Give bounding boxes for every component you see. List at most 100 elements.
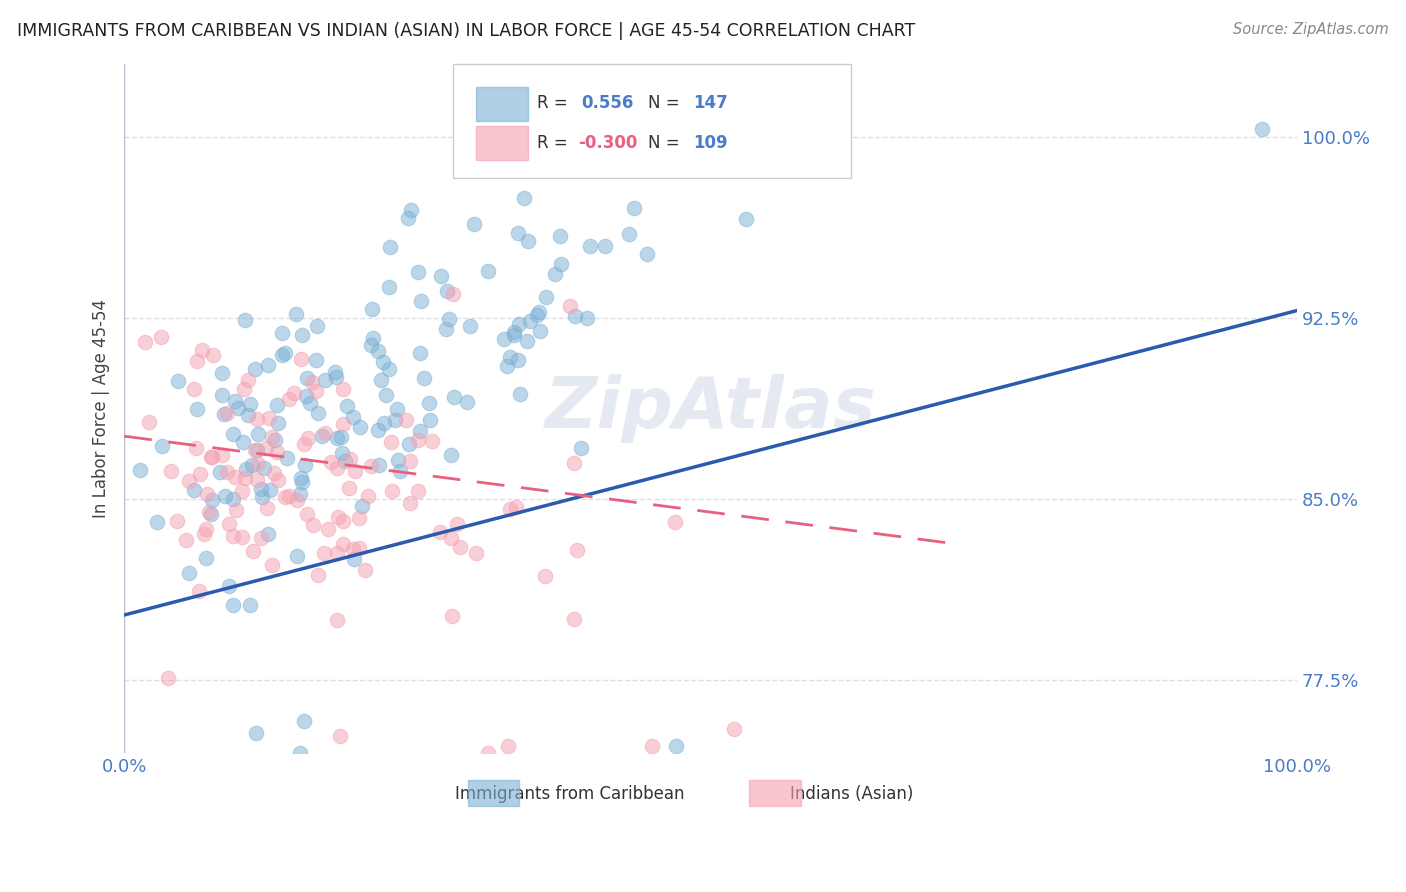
Point — [506, 227, 529, 241]
Point — [544, 267, 567, 281]
Point — [245, 411, 267, 425]
Point — [246, 442, 269, 457]
FancyBboxPatch shape — [468, 780, 519, 805]
Point — [222, 529, 245, 543]
Point — [388, 464, 411, 478]
Point — [246, 427, 269, 442]
Point — [200, 450, 222, 464]
Point — [292, 437, 315, 451]
Point — [437, 311, 460, 326]
Point — [399, 454, 422, 468]
Point — [339, 451, 361, 466]
Point — [217, 406, 239, 420]
Point — [380, 434, 402, 449]
Point — [378, 362, 401, 376]
Point — [332, 537, 354, 551]
Point — [349, 420, 371, 434]
Point — [294, 458, 316, 472]
Point — [222, 426, 245, 441]
Point — [446, 517, 468, 532]
Point — [367, 343, 389, 358]
Point — [290, 471, 312, 485]
Point — [1250, 122, 1272, 136]
Point — [183, 382, 205, 396]
Point — [256, 500, 278, 515]
Point — [434, 322, 457, 336]
Point — [463, 217, 485, 231]
Point — [267, 416, 290, 430]
Text: 147: 147 — [693, 95, 728, 112]
Point — [239, 598, 262, 612]
Point — [441, 286, 464, 301]
Point — [591, 134, 613, 148]
Point — [492, 332, 515, 346]
Point — [723, 722, 745, 736]
Point — [290, 351, 312, 366]
Point — [177, 475, 200, 489]
Point — [329, 729, 352, 743]
Point — [307, 406, 329, 420]
Point — [150, 330, 173, 344]
Point — [201, 492, 224, 507]
Point — [578, 238, 600, 252]
Point — [752, 143, 775, 157]
Point — [572, 118, 595, 132]
Point — [297, 508, 319, 522]
Point — [250, 490, 273, 504]
Point — [239, 397, 262, 411]
Point — [513, 191, 536, 205]
Point — [526, 308, 548, 322]
Point — [664, 515, 686, 529]
Point — [385, 401, 408, 416]
Point — [314, 373, 336, 387]
Point — [360, 301, 382, 316]
Point — [302, 518, 325, 533]
Point — [236, 373, 259, 387]
Point — [266, 398, 288, 412]
Point — [617, 227, 640, 241]
Point — [274, 345, 297, 359]
Point — [665, 739, 688, 753]
Point — [395, 413, 418, 427]
Point — [316, 522, 339, 536]
Point — [257, 359, 280, 373]
Text: Indians (Asian): Indians (Asian) — [790, 785, 912, 803]
Point — [332, 417, 354, 432]
Point — [335, 399, 357, 413]
Point — [408, 346, 430, 360]
Point — [496, 359, 519, 373]
Point — [332, 446, 354, 460]
Point — [319, 455, 342, 469]
Y-axis label: In Labor Force | Age 45-54: In Labor Force | Age 45-54 — [93, 299, 110, 518]
Point — [263, 433, 285, 447]
Point — [266, 445, 288, 459]
Point — [533, 568, 555, 582]
Point — [195, 486, 218, 500]
Point — [291, 475, 314, 490]
Text: 0.556: 0.556 — [582, 95, 634, 112]
Point — [157, 671, 180, 685]
Point — [332, 382, 354, 396]
Point — [498, 502, 520, 516]
Text: N =: N = — [648, 135, 681, 153]
Text: IMMIGRANTS FROM CARIBBEAN VS INDIAN (ASIAN) IN LABOR FORCE | AGE 45-54 CORRELATI: IMMIGRANTS FROM CARIBBEAN VS INDIAN (ASI… — [17, 22, 915, 40]
Point — [436, 284, 458, 298]
FancyBboxPatch shape — [453, 64, 852, 178]
Point — [212, 407, 235, 421]
Point — [368, 458, 391, 472]
Point — [458, 318, 481, 333]
Point — [367, 424, 389, 438]
Point — [215, 465, 238, 479]
Point — [314, 425, 336, 440]
Point — [305, 384, 328, 398]
Point — [641, 739, 664, 753]
Point — [502, 327, 524, 342]
Point — [593, 238, 616, 252]
Point — [236, 408, 259, 422]
Point — [325, 370, 347, 384]
Point — [179, 566, 201, 580]
Point — [569, 441, 592, 455]
Point — [360, 338, 382, 352]
Point — [516, 234, 538, 248]
Point — [188, 583, 211, 598]
